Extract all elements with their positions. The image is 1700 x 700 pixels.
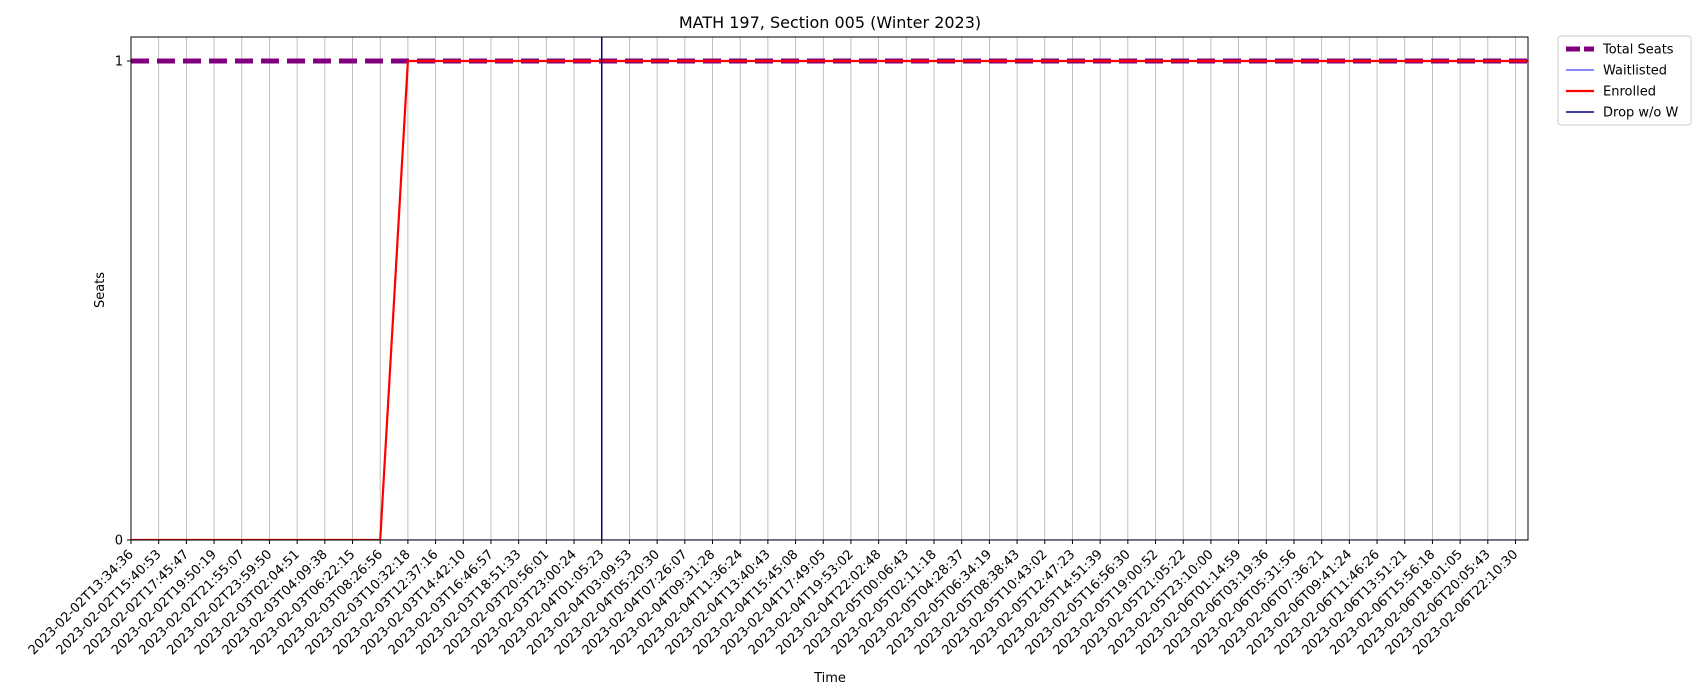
- legend-drop-w-o-w-label: Drop w/o W: [1603, 106, 1679, 121]
- y-axis-label: Seats: [93, 272, 108, 308]
- x-grid: [130, 37, 1516, 540]
- chart-title: MATH 197, Section 005 (Winter 2023): [679, 13, 981, 32]
- x-axis-label: Time: [813, 671, 846, 686]
- plot-frame: [130, 36, 1529, 541]
- legend-box: [1557, 35, 1692, 126]
- y-tick-label: 1: [115, 54, 123, 69]
- legend-total-seats-label: Total Seats: [1602, 43, 1674, 58]
- plot-area: [131, 37, 1528, 540]
- legend-waitlisted-label: Waitlisted: [1603, 64, 1667, 79]
- series-enrolled: [131, 59, 1528, 540]
- legend: Total Seats Waitlisted Enrolled Drop w/o W: [1557, 35, 1692, 126]
- y-tick-label: 0: [115, 534, 123, 549]
- legend-enrolled-label: Enrolled: [1603, 85, 1656, 100]
